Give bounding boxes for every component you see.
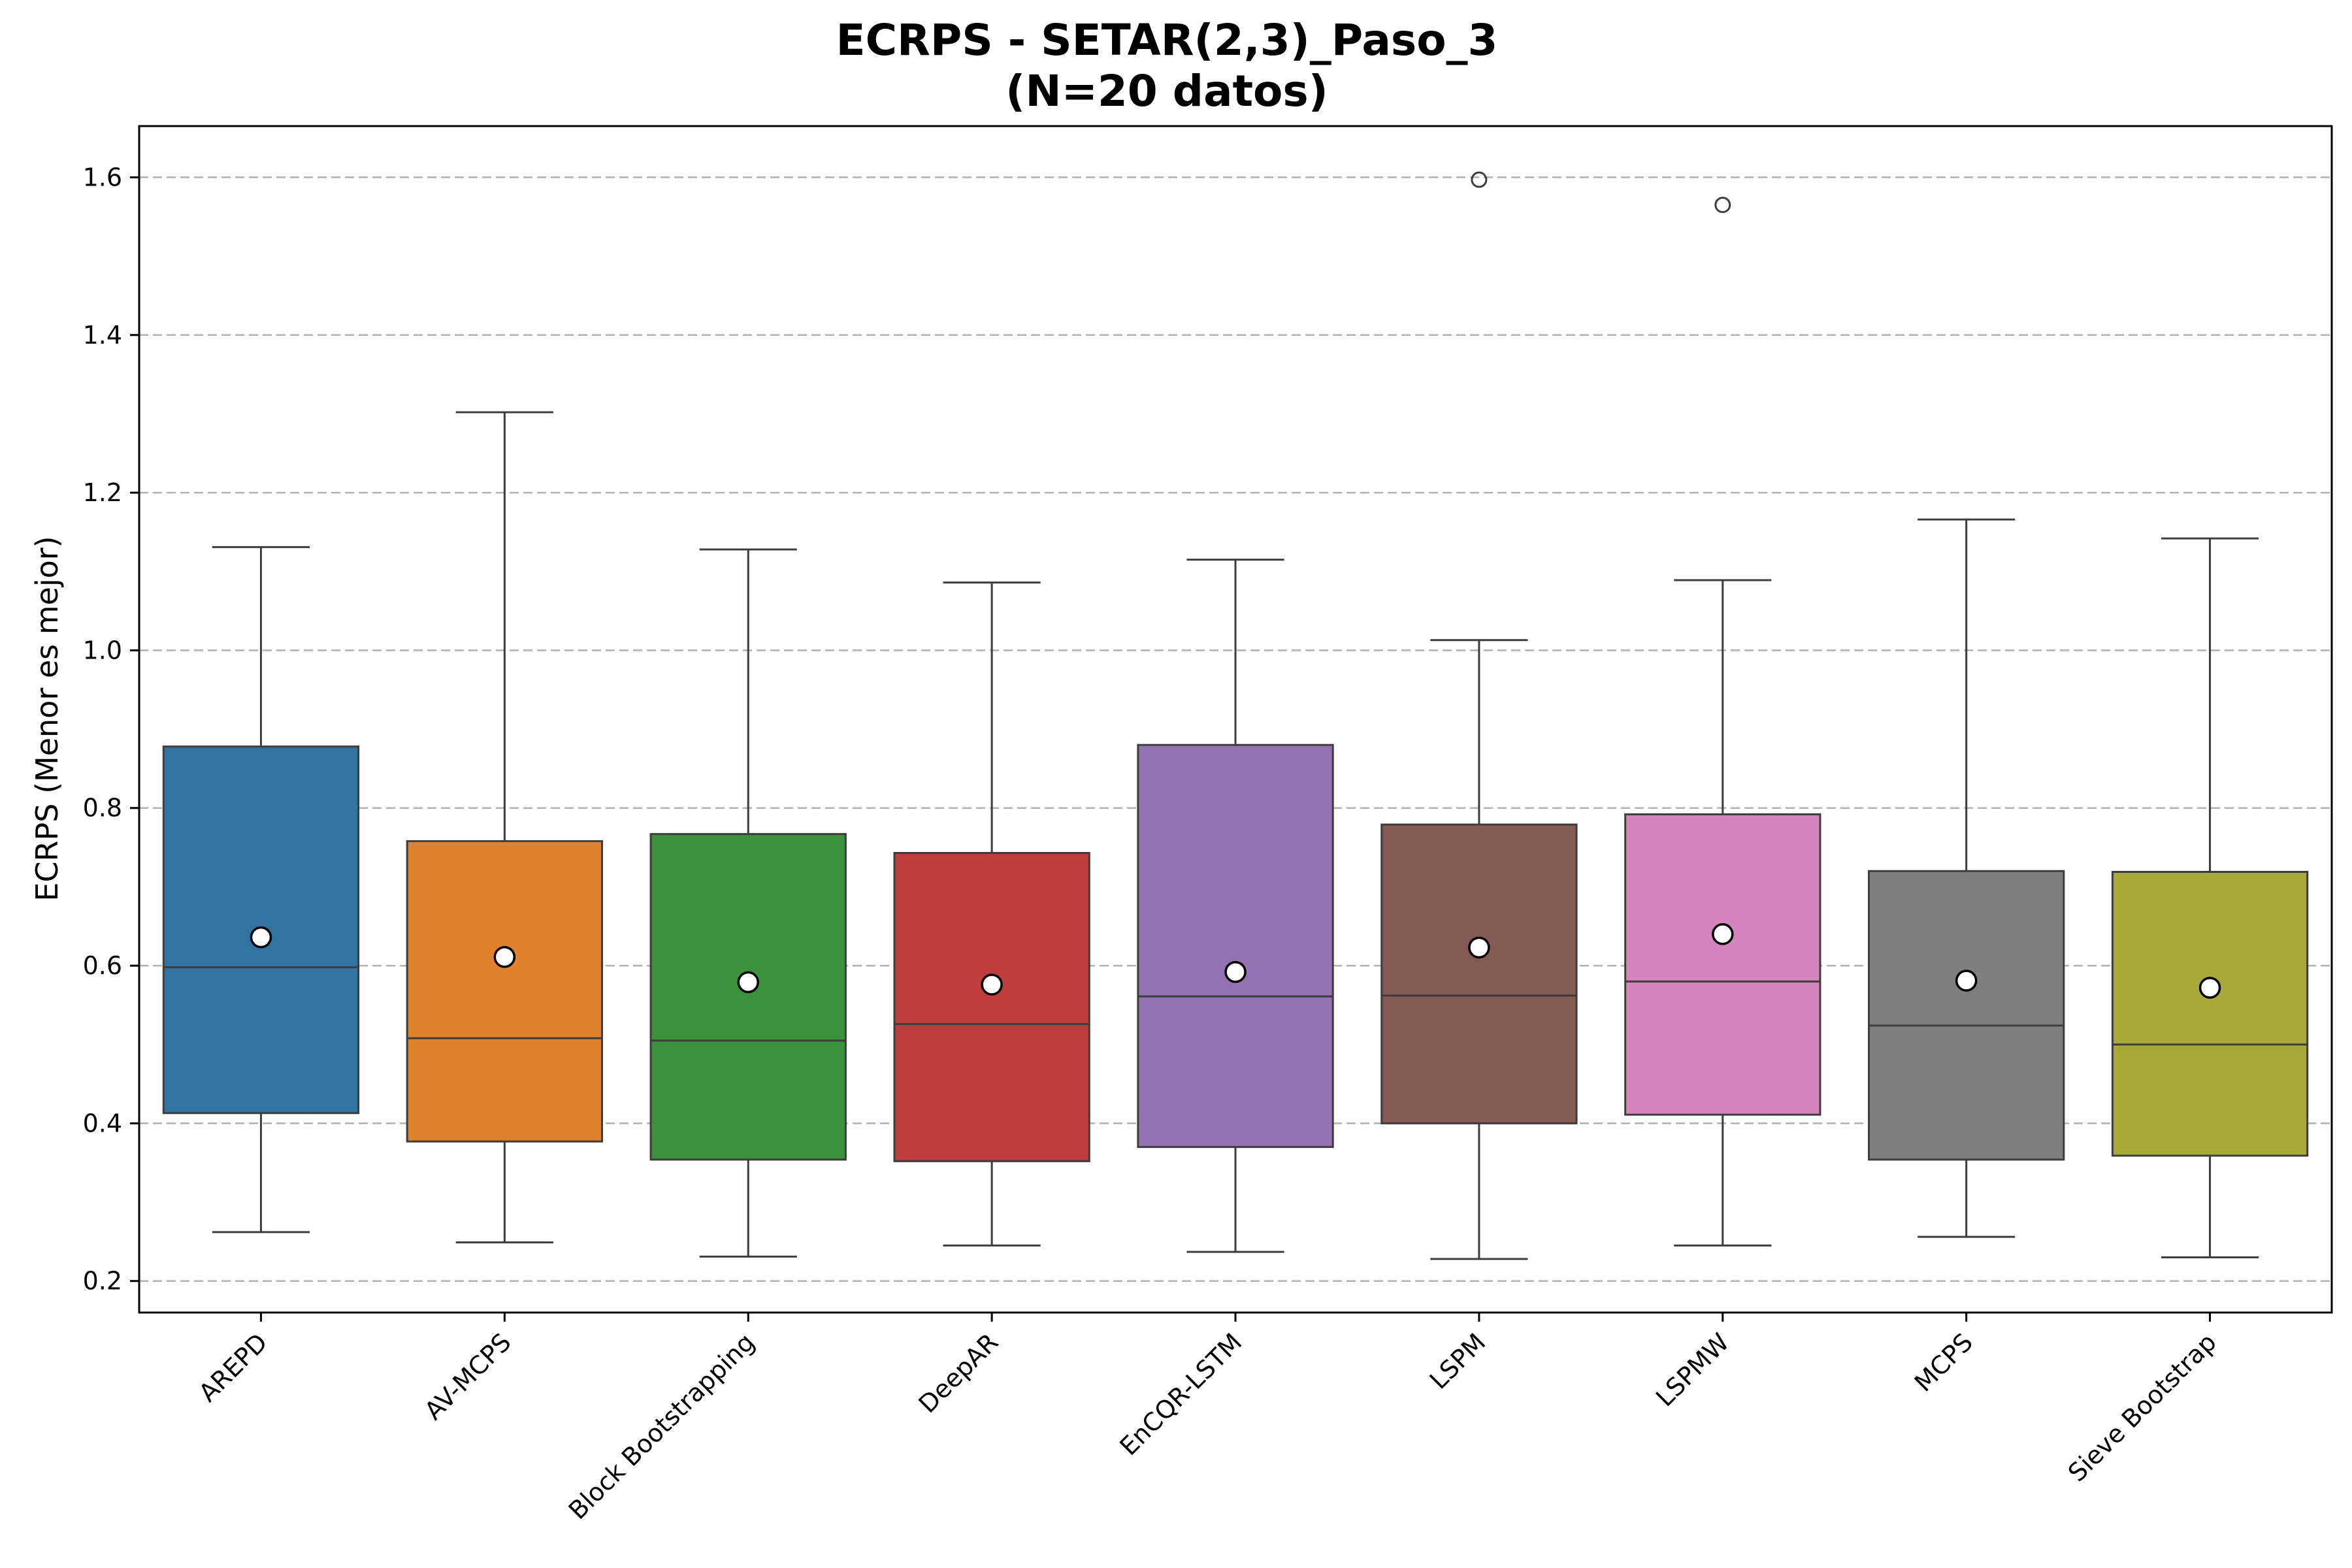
y-tick-label: 0.8 [83,794,122,823]
y-tick-label: 1.4 [83,321,122,350]
y-tick-label: 1.2 [83,478,122,507]
y-axis: 0.2 0.4 0.6 0.8 1.0 1.2 1.4 1.6 [83,163,139,1296]
box-group [162,546,360,1233]
mean-marker [737,971,759,994]
box-group [1624,197,1821,1247]
y-tick-label: 1.0 [83,636,122,664]
box-iqr [893,852,1090,1162]
chart-subtitle: (N=20 datos) [1005,66,1328,116]
y-tick-label: 0.4 [83,1109,122,1137]
mean-marker [1468,936,1490,959]
mean-marker [1955,970,1978,992]
mean-marker [981,973,1003,996]
plot-area [162,171,2309,1260]
box-iqr [406,840,603,1143]
mean-marker [250,926,272,949]
mean-marker [493,946,516,968]
box-group [1137,559,1334,1253]
box-group [406,411,603,1244]
box-group [2111,537,2309,1259]
mean-marker [1712,923,1734,945]
box-iqr [1137,743,1334,1149]
y-tick-label: 0.6 [83,951,122,980]
box-iqr [1624,813,1821,1116]
chart-title: ECRPS - SETAR(2,3)_Paso_3 [836,15,1498,65]
outlier-point [1471,171,1488,188]
box-iqr [649,833,847,1161]
box-group [1868,518,2065,1238]
box-group [1380,171,1578,1260]
mean-marker [2198,977,2221,999]
y-tick-label: 0.2 [83,1267,122,1296]
mean-marker [1224,960,1247,983]
box-group [893,581,1090,1247]
y-tick-label: 1.6 [83,163,122,191]
box-iqr [1380,823,1578,1124]
y-axis-label: ECRPS (Menor es mejor) [29,536,65,901]
box-iqr [2111,870,2309,1157]
box-group [649,548,847,1258]
box-iqr [1868,870,2065,1161]
outlier-point [1714,197,1731,214]
